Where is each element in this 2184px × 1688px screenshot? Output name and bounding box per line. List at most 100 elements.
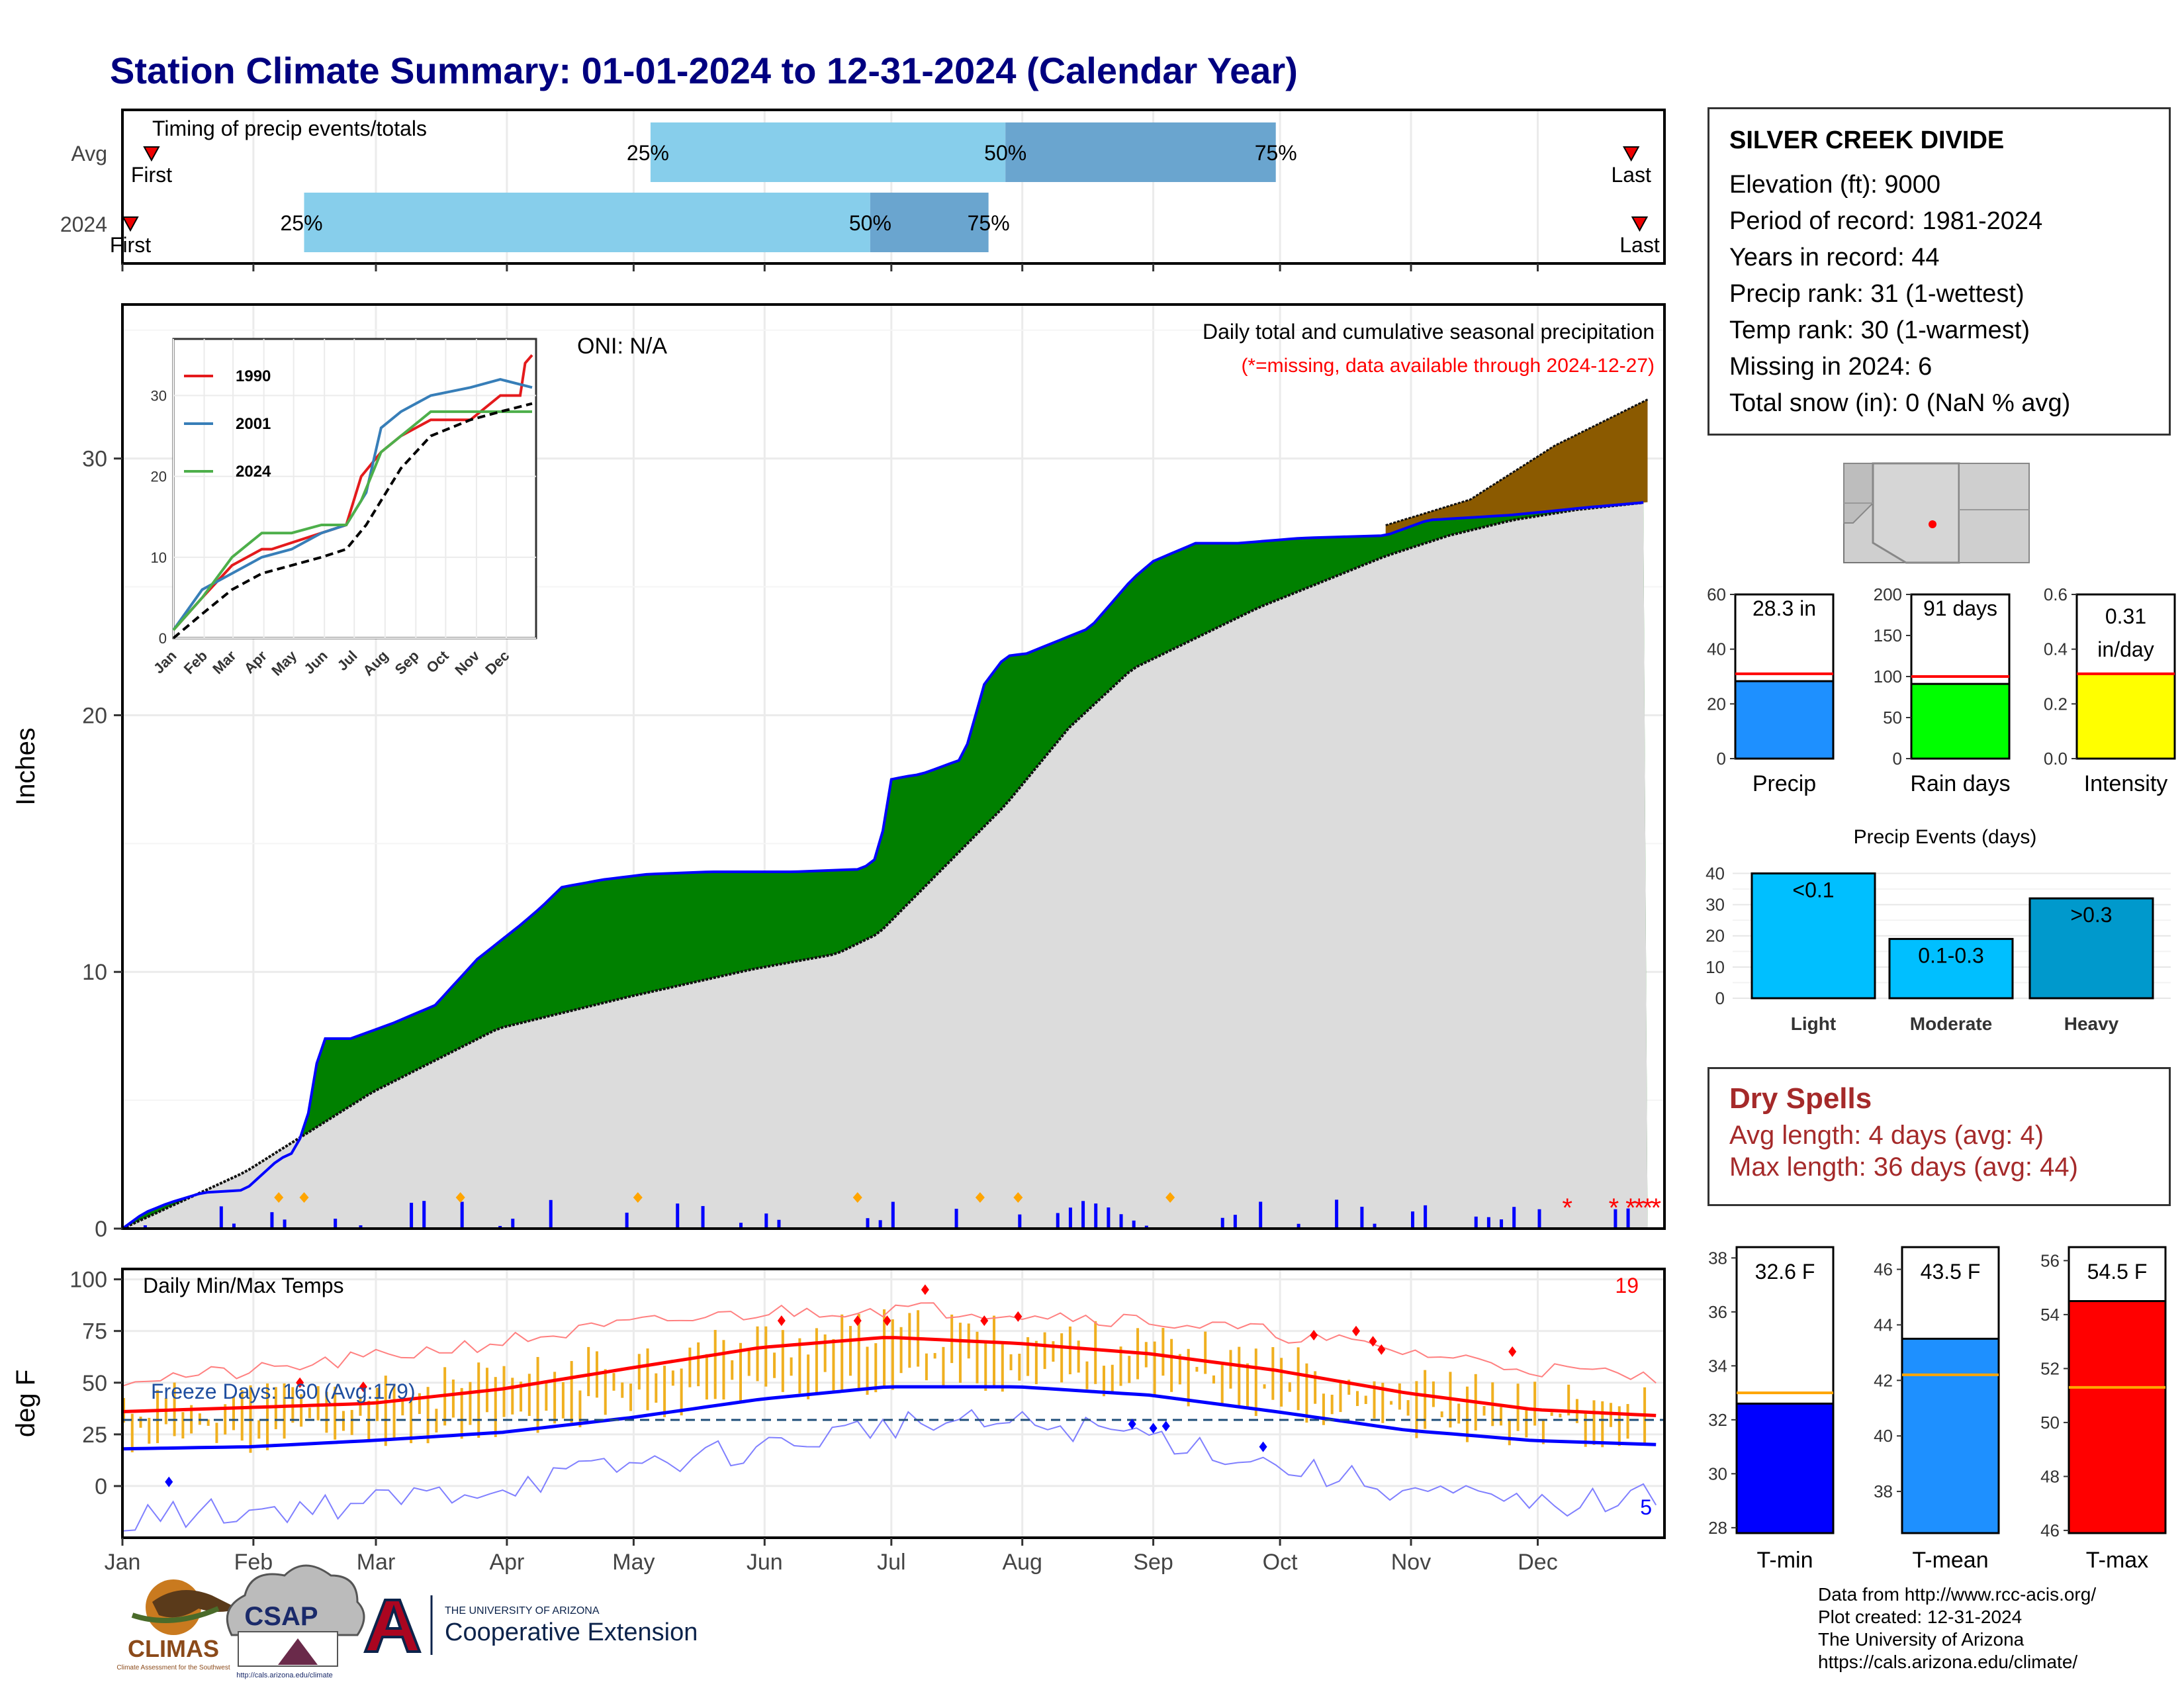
daily-temp-range-bar — [798, 1338, 801, 1394]
daily-temp-range-bar — [604, 1369, 607, 1415]
daily-temp-range-bar — [1347, 1380, 1351, 1395]
daily-temp-range-bar — [1314, 1371, 1317, 1404]
record-low-count: 5 — [1640, 1495, 1652, 1519]
daily-precip-bar — [498, 1225, 502, 1229]
daily-temp-range-bar — [578, 1390, 582, 1428]
csap-logo: CSAP http://cals.arizona.edu/climate — [226, 1564, 365, 1679]
temp-bar-label: T-max — [2086, 1548, 2148, 1573]
timing-q25-label: 25% — [280, 211, 322, 235]
climas-logo: CLIMAS Climate Assessment for the Southw… — [116, 1579, 238, 1671]
daily-temp-range-bar — [1263, 1384, 1266, 1389]
daily-temp-range-bar — [1508, 1419, 1511, 1446]
daily-precip-bar — [1233, 1215, 1237, 1229]
daily-temp-range-bar — [1457, 1403, 1461, 1424]
temp-bar-y-tick-label: 44 — [1874, 1315, 1893, 1335]
record-high-marker — [980, 1315, 989, 1327]
daily-precip-bar — [1259, 1201, 1263, 1229]
daily-precip-bar — [625, 1212, 629, 1229]
temp-bar-y-tick-label: 32 — [1708, 1410, 1727, 1430]
daily-temp-range-bar — [1246, 1363, 1250, 1407]
daily-temp-range-bar — [697, 1342, 700, 1387]
daily-temp-range-bar — [984, 1343, 987, 1391]
first-event-label: First — [131, 163, 172, 187]
inset-x-tick-label: Nov — [451, 647, 483, 679]
record-high-count: 19 — [1615, 1274, 1639, 1297]
events-title: Precip Events (days) — [1854, 826, 2037, 848]
daily-temp-range-bar — [781, 1330, 784, 1392]
daily-temp-range-bar — [1001, 1344, 1004, 1392]
daily-temp-range-bar — [874, 1343, 878, 1393]
month-label: Apr — [489, 1550, 524, 1575]
daily-temp-range-bar — [401, 1399, 404, 1416]
daily-temp-range-bar — [435, 1409, 438, 1432]
daily-temp-range-bar — [933, 1352, 936, 1359]
daily-temp-range-bar — [1541, 1420, 1545, 1444]
daily-temp-range-bar — [958, 1323, 962, 1383]
daily-temp-range-bar — [257, 1420, 261, 1439]
inset-legend-label: 2001 — [236, 415, 271, 433]
timing-q75-label: 75% — [968, 211, 1010, 235]
precip-y-axis-label: Inches — [11, 727, 40, 806]
record-high-marker — [1508, 1346, 1517, 1357]
csap-url: http://cals.arizona.edu/climate — [236, 1671, 333, 1679]
timing-q75-label: 75% — [1255, 141, 1297, 165]
daily-temp-range-bar — [325, 1391, 328, 1433]
first-event-label: First — [110, 233, 151, 257]
events-x-tick-label: Moderate — [1910, 1013, 1992, 1034]
daily-temp-range-bar — [1187, 1348, 1190, 1407]
month-label: Feb — [234, 1550, 273, 1575]
temp-bar-label: T-mean — [1912, 1548, 1988, 1573]
daily-temp-range-bar — [451, 1380, 455, 1418]
daily-temp-range-bar — [688, 1347, 692, 1387]
daily-precip-bar — [1626, 1208, 1630, 1229]
station-temp-rank: Temp rank: 30 (1-warmest) — [1729, 316, 2030, 344]
daily-temp-range-bar — [1220, 1364, 1224, 1406]
daily-precip-bar — [1119, 1214, 1123, 1229]
daily-temp-range-bar — [832, 1338, 835, 1391]
missing-data-mark: * — [1625, 1194, 1636, 1223]
daily-temp-range-bar — [1280, 1358, 1283, 1407]
inset-line-2024 — [172, 410, 532, 632]
daily-temp-range-bar — [341, 1411, 345, 1431]
temp-bar-value: 43.5 F — [1921, 1260, 1981, 1284]
temp-bar-y-tick-label: 52 — [2040, 1358, 2060, 1378]
events-bar-label: <0.1 — [1792, 878, 1834, 902]
events-bar-heavy — [2028, 897, 2154, 1000]
month-label: Nov — [1391, 1550, 1431, 1575]
record-high-marker — [853, 1315, 862, 1327]
daily-temp-range-bar — [655, 1373, 658, 1403]
record-high-marker — [296, 1377, 304, 1388]
daily-temp-range-bar — [1026, 1337, 1030, 1376]
timing-row-avg-label: Avg — [71, 142, 107, 165]
daily-temp-range-bar — [477, 1362, 480, 1438]
daily-temp-range-bar — [1305, 1363, 1308, 1423]
daily-precip-bar — [270, 1212, 274, 1229]
daily-temp-range-bar — [1204, 1331, 1207, 1374]
mini-bar-y-tick-label: 150 — [1874, 626, 1902, 645]
station-missing: Missing in 2024: 6 — [1729, 353, 1933, 381]
daily-temp-range-bar — [1094, 1321, 1097, 1384]
daily-temp-range-bar — [756, 1326, 759, 1382]
daily-temp-range-bar — [392, 1384, 396, 1440]
record-low-marker — [1259, 1441, 1267, 1452]
temp-panel-label: Daily Min/Max Temps — [143, 1274, 343, 1297]
month-label: Dec — [1518, 1550, 1557, 1575]
daily-temp-range-bar — [1068, 1326, 1071, 1375]
temp-bar-y-tick-label: 46 — [1874, 1260, 1893, 1280]
daily-temp-range-bar — [1085, 1361, 1089, 1389]
record-high-marker — [1310, 1329, 1318, 1340]
snow-marker — [852, 1192, 862, 1203]
daily-temp-range-bar — [976, 1331, 979, 1383]
record-low-marker — [1161, 1421, 1170, 1432]
events-bar-moderate — [1888, 937, 2014, 1000]
last-event-marker — [1623, 146, 1640, 162]
ua-logo: THE UNIVERSITY OF ARIZONA Cooperative Ex… — [363, 1595, 698, 1655]
mini-bar-value-unit: in/day — [2097, 637, 2154, 661]
daily-temp-range-bar — [1297, 1347, 1300, 1411]
daily-precip-bar — [1486, 1217, 1490, 1229]
mini-bar-precip — [1734, 680, 1835, 760]
temp-bar-y-tick-label: 42 — [1874, 1370, 1893, 1390]
daily-temp-range-bar — [866, 1346, 869, 1395]
daily-precip-bar — [1614, 1209, 1617, 1229]
missing-data-mark: * — [1651, 1194, 1661, 1223]
